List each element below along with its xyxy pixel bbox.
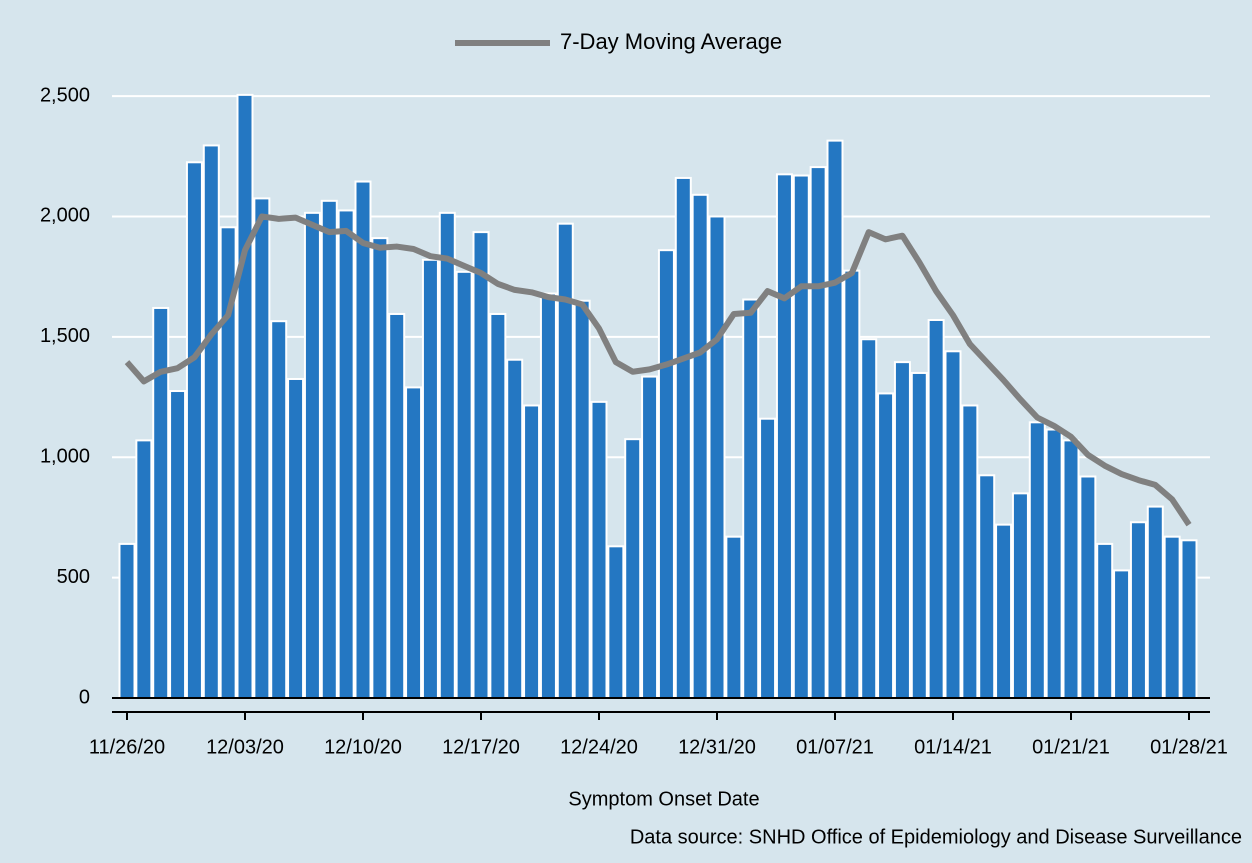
bar bbox=[742, 298, 760, 699]
bar bbox=[674, 176, 692, 699]
x-tick-label: 12/17/20 bbox=[442, 736, 520, 758]
bar bbox=[590, 400, 608, 699]
bar bbox=[253, 197, 271, 699]
moving-average-line bbox=[124, 213, 1192, 527]
bar bbox=[303, 211, 321, 699]
bar bbox=[809, 166, 827, 700]
bar bbox=[523, 404, 541, 699]
bar bbox=[337, 209, 355, 699]
bar bbox=[961, 404, 979, 699]
bar bbox=[573, 299, 591, 699]
bar bbox=[1045, 428, 1063, 699]
legend-label: 7-Day Moving Average bbox=[560, 29, 782, 54]
bar bbox=[405, 386, 423, 699]
bar bbox=[556, 222, 574, 700]
bar bbox=[691, 193, 709, 700]
y-tick-label: 500 bbox=[57, 566, 90, 588]
x-tick-label: 01/21/21 bbox=[1032, 736, 1110, 758]
bar bbox=[1011, 492, 1029, 699]
bar bbox=[927, 318, 945, 699]
y-tick-label: 1,000 bbox=[40, 446, 90, 468]
bar bbox=[1079, 475, 1097, 699]
bar bbox=[539, 292, 557, 699]
bar bbox=[893, 361, 911, 699]
bar bbox=[641, 375, 659, 699]
y-tick-label: 2,000 bbox=[40, 205, 90, 227]
bar bbox=[489, 312, 507, 699]
source-note: Data source: SNHD Office of Epidemiology… bbox=[630, 826, 1242, 848]
bar bbox=[877, 392, 895, 699]
bar bbox=[354, 180, 372, 700]
bar bbox=[388, 312, 406, 699]
x-tick-label: 11/26/20 bbox=[89, 736, 165, 758]
bar bbox=[860, 338, 878, 699]
bar bbox=[118, 542, 136, 700]
bar bbox=[506, 358, 524, 699]
bar bbox=[185, 161, 203, 700]
x-tick-label: 01/07/21 bbox=[796, 736, 874, 758]
bar bbox=[320, 199, 338, 700]
bar bbox=[1163, 535, 1181, 700]
bar bbox=[944, 350, 962, 699]
bar bbox=[472, 231, 490, 699]
bar bbox=[1180, 539, 1198, 699]
bar bbox=[455, 270, 473, 699]
bar bbox=[607, 545, 625, 699]
x-tick-label: 01/28/21 bbox=[1150, 736, 1228, 758]
bar bbox=[287, 377, 305, 699]
bar bbox=[759, 417, 777, 699]
bar bbox=[843, 269, 861, 699]
bar bbox=[910, 371, 928, 699]
y-tick-label: 1,500 bbox=[40, 325, 90, 347]
bar bbox=[1113, 569, 1131, 700]
bar bbox=[708, 215, 726, 699]
bar bbox=[371, 237, 389, 699]
x-axis-title: Symptom Onset Date bbox=[568, 788, 759, 810]
bar bbox=[152, 306, 170, 699]
bar bbox=[1146, 505, 1164, 700]
bar bbox=[792, 174, 810, 699]
x-tick-label: 01/14/21 bbox=[914, 736, 992, 758]
bar bbox=[624, 438, 642, 699]
bar bbox=[1028, 421, 1046, 699]
y-tick-label: 2,500 bbox=[40, 84, 90, 106]
bar bbox=[1096, 542, 1114, 700]
bar bbox=[438, 211, 456, 699]
bar bbox=[1129, 521, 1147, 699]
x-tick-label: 12/31/20 bbox=[678, 736, 756, 758]
bar bbox=[421, 258, 439, 699]
bar bbox=[657, 249, 675, 700]
bar bbox=[1062, 439, 1080, 699]
bar bbox=[202, 144, 220, 699]
bar bbox=[135, 439, 153, 699]
x-tick-label: 12/24/20 bbox=[560, 736, 638, 758]
bar bbox=[236, 93, 254, 700]
bar bbox=[826, 139, 844, 700]
bar bbox=[169, 390, 187, 699]
y-tick-label: 0 bbox=[79, 686, 90, 708]
bar bbox=[995, 523, 1013, 700]
bar bbox=[270, 320, 288, 699]
x-tick-label: 12/10/20 bbox=[324, 736, 402, 758]
bar bbox=[978, 474, 996, 699]
x-tick-label: 12/03/20 bbox=[206, 736, 284, 758]
bar bbox=[725, 535, 743, 700]
bar bbox=[775, 173, 793, 700]
